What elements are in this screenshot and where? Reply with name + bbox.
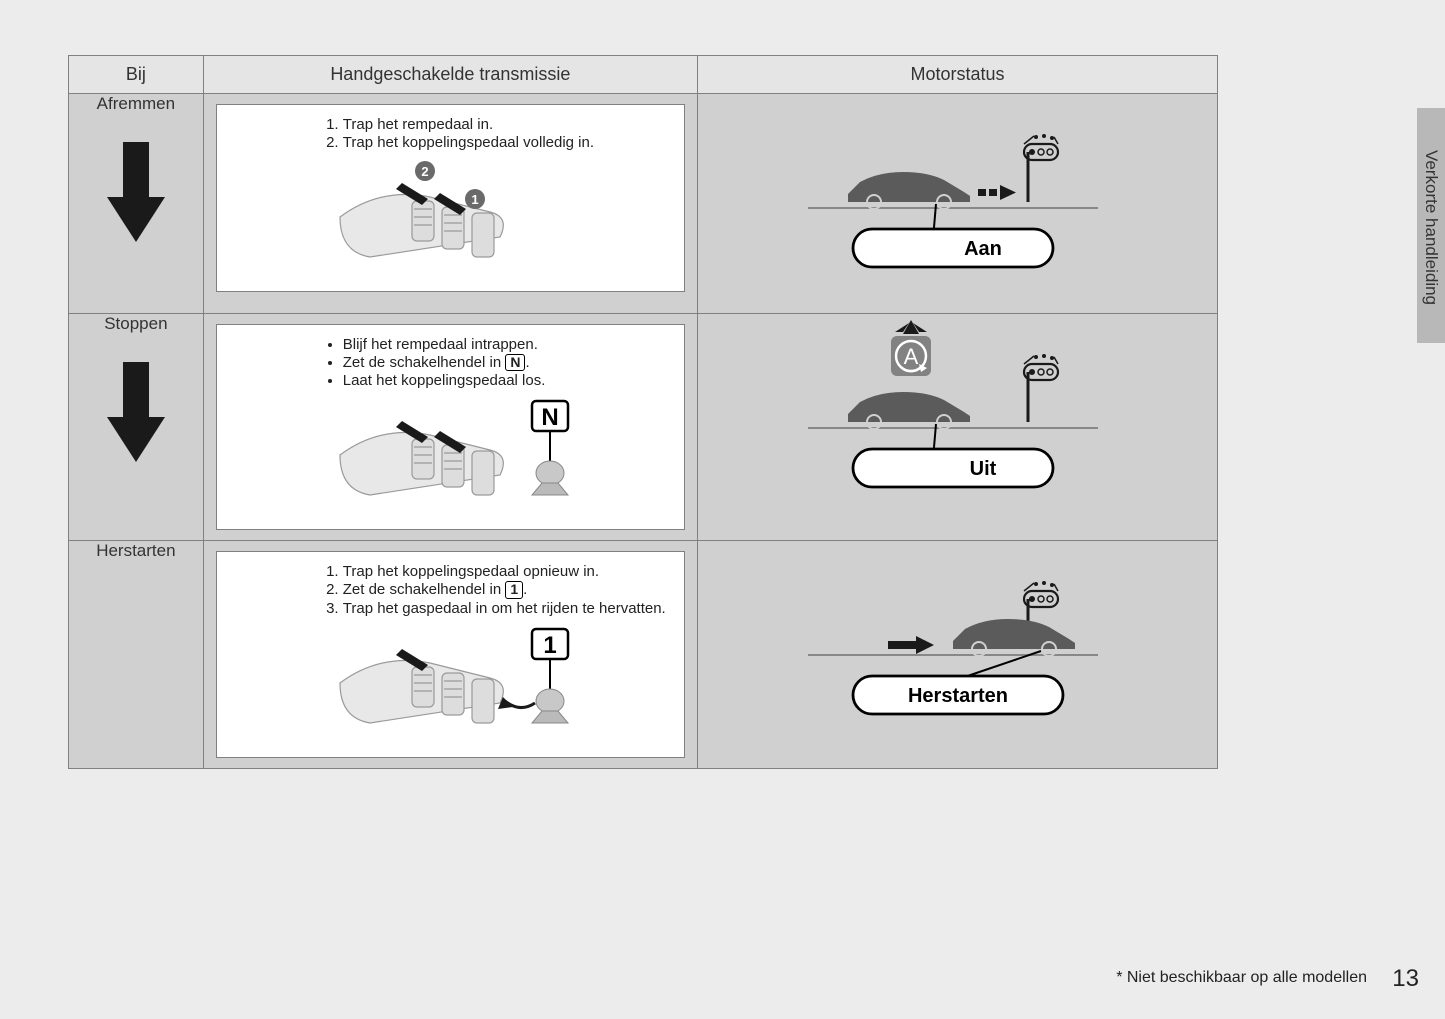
instruction-box: Blijf het rempedaal intrappen.Zet de sch… bbox=[216, 324, 685, 530]
svg-text:1: 1 bbox=[544, 632, 557, 659]
pedal-diagram-icon: 1 bbox=[310, 623, 590, 743]
instruction-item: Laat het koppelingspedaal los. bbox=[343, 372, 668, 389]
svg-text:A: A bbox=[904, 344, 919, 369]
instruction-item: Zet de schakelhendel in N. bbox=[343, 354, 668, 371]
down-arrow-icon bbox=[107, 362, 165, 462]
svg-text:N: N bbox=[542, 404, 559, 431]
side-tab-label: Verkorte handleiding bbox=[1421, 150, 1441, 305]
down-arrow-icon bbox=[107, 142, 165, 242]
footer-note: * Niet beschikbaar op alle modellen bbox=[1116, 969, 1367, 987]
instruction-box: Trap het rempedaal in.Trap het koppeling… bbox=[216, 104, 685, 292]
svg-text:Herstarten: Herstarten bbox=[908, 685, 1008, 707]
instruction-item: Zet de schakelhendel in 1. bbox=[343, 581, 668, 598]
instruction-box: Trap het koppelingspedaal opnieuw in.Zet… bbox=[216, 551, 685, 757]
bij-label: Stoppen bbox=[69, 314, 203, 334]
instruction-item: Trap het gaspedaal in om het rijden te h… bbox=[343, 600, 668, 617]
motor-status-diagram: A Uit bbox=[698, 314, 1208, 519]
bij-label: Afremmen bbox=[69, 94, 203, 114]
motorstatus-cell: A Uit bbox=[698, 314, 1218, 541]
instruction-item: Trap het koppelingspedaal opnieuw in. bbox=[343, 563, 668, 580]
header-motor: Motorstatus bbox=[698, 56, 1218, 94]
motor-status-diagram: Herstarten bbox=[698, 541, 1208, 746]
bij-cell: Afremmen bbox=[69, 94, 204, 314]
pedal-diagram-icon: 21 bbox=[310, 157, 590, 277]
bij-label: Herstarten bbox=[69, 541, 203, 561]
motor-status-diagram: Aan bbox=[698, 94, 1208, 299]
header-bij: Bij bbox=[69, 56, 204, 94]
instruction-table: Bij Handgeschakelde transmissie Motorsta… bbox=[68, 55, 1218, 769]
svg-text:2: 2 bbox=[422, 164, 429, 179]
motorstatus-cell: Herstarten bbox=[698, 541, 1218, 768]
svg-text:Aan: Aan bbox=[964, 238, 1002, 260]
pedal-diagram-icon: N bbox=[310, 395, 590, 515]
svg-text:Uit: Uit bbox=[970, 458, 997, 480]
transmission-cell: Blijf het rempedaal intrappen.Zet de sch… bbox=[203, 314, 697, 541]
motorstatus-cell: Aan bbox=[698, 94, 1218, 314]
svg-text:1: 1 bbox=[472, 192, 479, 207]
instruction-item: Trap het rempedaal in. bbox=[343, 116, 668, 133]
instruction-item: Trap het koppelingspedaal volledig in. bbox=[343, 134, 668, 151]
transmission-cell: Trap het rempedaal in.Trap het koppeling… bbox=[203, 94, 697, 314]
bij-cell: Stoppen bbox=[69, 314, 204, 541]
instruction-item: Blijf het rempedaal intrappen. bbox=[343, 336, 668, 353]
page-number: 13 bbox=[1392, 965, 1419, 993]
transmission-cell: Trap het koppelingspedaal opnieuw in.Zet… bbox=[203, 541, 697, 768]
bij-cell: Herstarten bbox=[69, 541, 204, 768]
header-trans: Handgeschakelde transmissie bbox=[203, 56, 697, 94]
